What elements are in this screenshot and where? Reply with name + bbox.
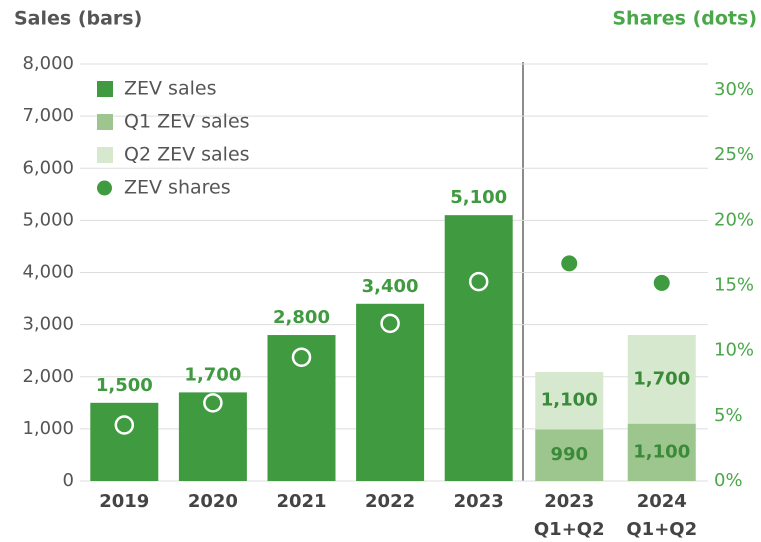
bar xyxy=(178,392,247,481)
share-dot xyxy=(468,271,489,292)
legend-label: ZEV sales xyxy=(124,78,216,100)
share-dot xyxy=(291,347,312,367)
y-tick-label: 1,000 xyxy=(22,418,74,439)
x-tick-label: 2019 xyxy=(99,491,149,512)
y2-tick-label: 10% xyxy=(714,340,754,361)
x-tick-label: 2023 Q1+Q2 xyxy=(534,491,605,540)
y-tick-label: 7,000 xyxy=(22,105,74,126)
share-dot xyxy=(380,313,400,334)
y-tick-label: 8,000 xyxy=(22,53,74,74)
y-tick-label: 0 xyxy=(63,470,74,491)
x-tick-label: 2023 xyxy=(454,491,504,512)
bar xyxy=(627,335,696,424)
legend-label: Q1 ZEV sales xyxy=(124,111,250,133)
y-tick-label: 4,000 xyxy=(22,262,74,283)
value-label: 1,100 xyxy=(633,441,690,462)
y2-tick-label: 25% xyxy=(714,144,754,165)
bar xyxy=(535,372,604,430)
legend-label: Q2 ZEV sales xyxy=(124,144,250,166)
legend-swatch xyxy=(97,180,112,196)
bar xyxy=(90,402,159,481)
share-dot xyxy=(561,255,578,272)
share-dot xyxy=(653,274,670,291)
y-tick-label: 6,000 xyxy=(22,157,74,178)
y-tick-label: 2,000 xyxy=(22,366,74,387)
share-dot xyxy=(114,415,135,435)
bar xyxy=(627,423,696,481)
y2-tick-label: 30% xyxy=(714,79,754,100)
legend-swatch xyxy=(97,147,113,163)
y2-tick-label: 5% xyxy=(714,405,743,426)
legend-label: ZEV shares xyxy=(124,177,231,199)
value-label: 2,800 xyxy=(273,307,330,328)
value-label: 1,500 xyxy=(96,375,153,396)
y-tick-label: 3,000 xyxy=(22,314,74,335)
value-label: 1,100 xyxy=(541,390,598,411)
legend-swatch xyxy=(97,81,113,97)
value-label: 1,700 xyxy=(184,364,241,385)
value-label: 5,100 xyxy=(450,187,507,208)
y2-tick-label: 20% xyxy=(714,209,754,230)
value-label: 990 xyxy=(550,444,588,465)
bar xyxy=(356,303,425,481)
x-tick-label: 2021 xyxy=(276,491,326,512)
y2-tick-label: 15% xyxy=(714,275,754,296)
y2-title: Shares (dots) xyxy=(612,8,757,30)
value-label: 1,700 xyxy=(633,368,690,389)
value-label: 3,400 xyxy=(362,276,419,297)
bar xyxy=(535,429,604,481)
share-dot xyxy=(203,393,223,413)
legend: ZEV sales Q1 ZEV sales Q2 ZEV sales ZEV sha… xyxy=(97,78,250,199)
bar xyxy=(267,335,336,481)
x-tick-label: 2024 Q1+Q2 xyxy=(626,491,697,540)
y2-tick-label: 0% xyxy=(714,470,743,491)
bar xyxy=(444,215,513,481)
x-tick-label: 2020 xyxy=(188,491,238,512)
y-tick-label: 5,000 xyxy=(22,209,74,230)
legend-swatch xyxy=(97,114,113,130)
x-tick-label: 2022 xyxy=(365,491,415,512)
chart-title: Sales (bars) xyxy=(14,8,142,30)
